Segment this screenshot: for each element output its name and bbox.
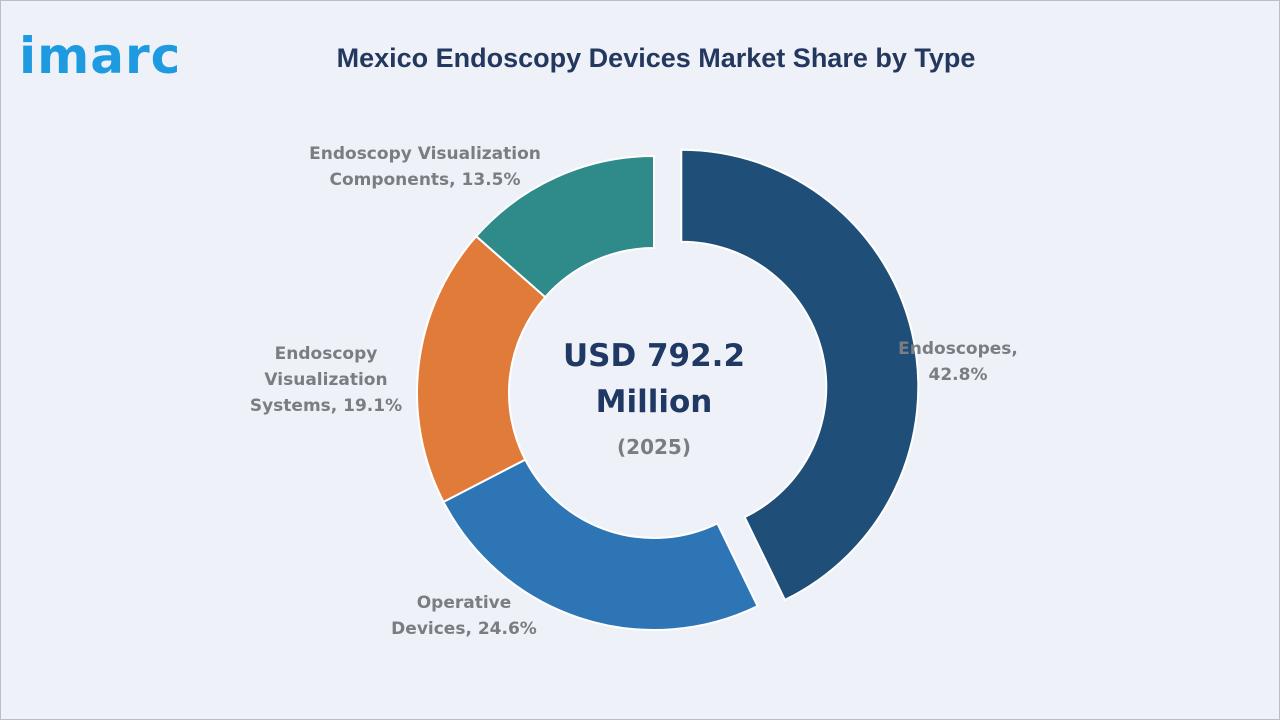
slice-label-endoscopy-visualization-systems: Endoscopy Visualization Systems, 19.1%: [250, 344, 402, 416]
slice-label-line: Operative: [417, 593, 512, 613]
slice-label-line: Visualization: [264, 370, 387, 390]
slice-label-line: Endoscopy Visualization: [309, 144, 541, 164]
slice-label-endoscopy-visualization-components: Endoscopy Visualization Components, 13.5%: [309, 144, 541, 190]
slice-endoscopy-visualization-components: [474, 154, 655, 299]
donut-slices: [416, 148, 920, 631]
slice-label-line: Devices, 24.6%: [391, 619, 537, 639]
slice-label-line: 42.8%: [929, 365, 988, 385]
chart-title: Mexico Endoscopy Devices Market Share by…: [336, 43, 976, 73]
slice-endoscopes: [680, 148, 920, 602]
slice-endoscopy-visualization-systems: [416, 234, 547, 504]
slice-label-line: Components, 13.5%: [329, 170, 520, 190]
slice-label-endoscopes: Endoscopes, 42.8%: [898, 339, 1018, 385]
slice-label-operative-devices: Operative Devices, 24.6%: [391, 593, 537, 639]
slice-label-line: Systems, 19.1%: [250, 396, 402, 416]
slice-operative-devices: [442, 458, 759, 631]
imarc-logo: imarc: [19, 27, 182, 85]
slice-label-line: Endoscopes,: [898, 339, 1018, 359]
slice-labels: Endoscopes, 42.8% Operative Devices, 24.6% E…: [250, 144, 1018, 639]
center-year: (2025): [617, 435, 691, 459]
slice-label-line: Endoscopy: [275, 344, 378, 364]
center-total-line1: USD 792.2: [563, 338, 745, 374]
center-total-line2: Million: [596, 384, 713, 420]
